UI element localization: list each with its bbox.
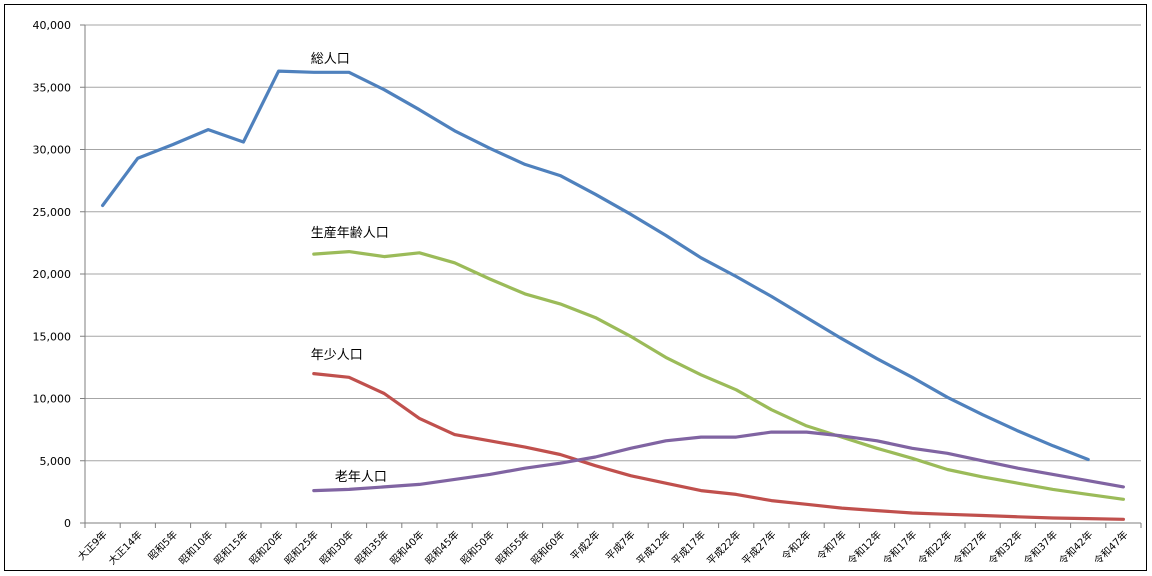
x-tick-label: 昭和10年 bbox=[176, 528, 215, 567]
x-tick-label: 平成27年 bbox=[739, 528, 778, 567]
x-tick-label: 平成7年 bbox=[603, 528, 638, 563]
y-tick-label: 40,000 bbox=[33, 19, 72, 32]
x-tick-label: 昭和25年 bbox=[282, 528, 321, 567]
series-label: 老年人口 bbox=[335, 470, 387, 485]
series-label: 総人口 bbox=[311, 52, 350, 67]
series-label: 年少人口 bbox=[311, 348, 363, 363]
line-chart: 0 5,000 10,000 15,000 20,000 25,000 30,000 35,0… bbox=[33, 19, 1142, 567]
axes bbox=[80, 24, 1142, 528]
y-axis-ticks: 0 5,000 10,000 15,000 20,000 25,000 30,000 35,0… bbox=[33, 19, 72, 530]
x-tick-label: 令和47年 bbox=[1091, 528, 1130, 567]
series-line bbox=[312, 372, 1125, 521]
series-lines bbox=[101, 69, 1125, 521]
x-tick-label: 昭和15年 bbox=[211, 528, 250, 567]
series-line bbox=[312, 250, 1125, 501]
x-tick-label: 昭和50年 bbox=[458, 528, 497, 567]
x-tick-label: 令和12年 bbox=[845, 528, 884, 567]
x-tick-label: 令和2年 bbox=[779, 528, 814, 563]
y-tick-label: 0 bbox=[64, 517, 71, 530]
x-tick-label: 昭和40年 bbox=[387, 528, 426, 567]
y-tick-label: 35,000 bbox=[33, 81, 72, 94]
x-tick-label: 昭和20年 bbox=[246, 528, 285, 567]
x-tick-label: 昭和35年 bbox=[352, 528, 391, 567]
y-tick-label: 5,000 bbox=[40, 455, 72, 468]
x-tick-label: 令和27年 bbox=[950, 528, 989, 567]
y-tick-label: 30,000 bbox=[33, 144, 72, 157]
series-label: 生産年齢人口 bbox=[311, 225, 389, 241]
x-tick-label: 平成12年 bbox=[634, 528, 673, 567]
x-tick-label: 平成17年 bbox=[669, 528, 708, 567]
x-tick-label: 大正14年 bbox=[106, 528, 145, 567]
x-tick-label: 平成2年 bbox=[568, 528, 603, 563]
x-tick-label: 令和17年 bbox=[880, 528, 919, 567]
x-tick-label: 昭和55年 bbox=[493, 528, 532, 567]
x-tick-label: 昭和60年 bbox=[528, 528, 567, 567]
x-tick-label: 昭和30年 bbox=[317, 528, 356, 567]
gridlines bbox=[85, 24, 1141, 462]
chart-frame: 0 5,000 10,000 15,000 20,000 25,000 30,000 35,0… bbox=[4, 4, 1147, 571]
x-tick-label: 令和42年 bbox=[1056, 528, 1095, 567]
x-tick-label: 昭和5年 bbox=[145, 528, 180, 563]
y-tick-label: 20,000 bbox=[33, 268, 72, 281]
series-line bbox=[101, 69, 1090, 462]
x-tick-label: 大正9年 bbox=[75, 528, 110, 563]
x-tick-label: 令和37年 bbox=[1021, 528, 1060, 567]
y-tick-label: 15,000 bbox=[33, 330, 72, 343]
x-tick-label: 平成22年 bbox=[704, 528, 743, 567]
x-tick-label: 令和7年 bbox=[814, 528, 849, 563]
x-tick-label: 昭和45年 bbox=[422, 528, 461, 567]
y-tick-label: 10,000 bbox=[33, 393, 72, 406]
x-tick-label: 令和22年 bbox=[915, 528, 954, 567]
series-line bbox=[312, 430, 1125, 493]
x-tick-label: 令和32年 bbox=[986, 528, 1025, 567]
y-tick-label: 25,000 bbox=[33, 206, 72, 219]
